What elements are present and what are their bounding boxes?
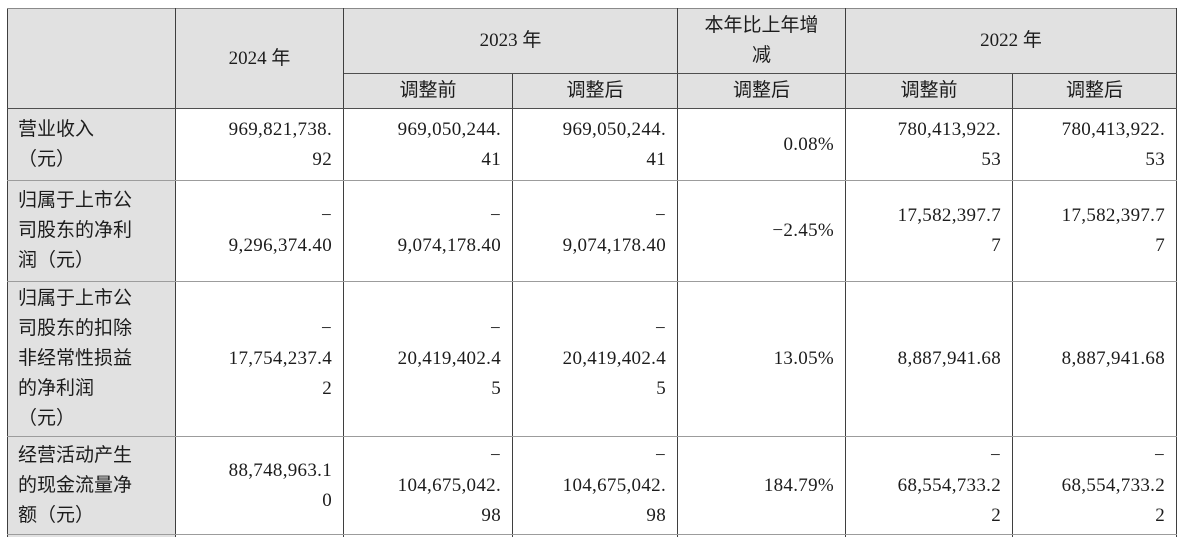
value-2022-pre: − 68,554,733.2 2 (845, 436, 1014, 535)
value-2022-pre: 8,887,941.68 (845, 281, 1014, 437)
value-2023-pre: − 104,675,042. 98 (343, 436, 513, 535)
value-2022-post: 780,413,922. 53 (1012, 108, 1178, 181)
value-2022-post (1012, 534, 1178, 537)
header-yoy-change: 本年比上年增 减 (677, 8, 847, 74)
value-2022-post: − 68,554,733.2 2 (1012, 436, 1178, 535)
header-2022: 2022 年 (845, 8, 1178, 74)
header-row-adjustment: 调整前 调整后 调整后 调整前 调整后 (8, 73, 1178, 109)
header-2022-post-adjust: 调整后 (1012, 73, 1178, 109)
value-yoy: 184.79% (677, 436, 847, 535)
metric-label: 归属于上市公 司股东的扣除 非经常性损益 的净利润 （元） (7, 281, 176, 437)
value-2024: 88,748,963.1 0 (175, 436, 344, 535)
header-row-years: 2024 年 2023 年 本年比上年增 减 2022 年 (7, 8, 1178, 109)
header-2023-pre-adjust: 调整前 (343, 73, 513, 109)
header-2023: 2023 年 (342, 8, 679, 74)
header-2022-pre-adjust: 调整前 (845, 73, 1014, 109)
value-2023-pre: − 9,074,178.40 (343, 180, 513, 282)
table-row-revenue: 营业收入 （元） 969,821,738. 92 969,050,244. 41… (7, 108, 1178, 181)
value-2022-post: 17,582,397.7 7 (1012, 180, 1178, 282)
value-2024: 969,821,738. 92 (175, 108, 344, 181)
value-yoy: 13.05% (677, 281, 847, 437)
value-yoy: −2.45% (677, 180, 847, 282)
value-2022-post: 8,887,941.68 (1012, 281, 1178, 437)
metric-label: 归属于上市公 司股东的净利 润（元） (7, 180, 176, 282)
header-2023-post-adjust: 调整后 (511, 73, 679, 109)
table-row-net-profit-excl-nonrecurring: 归属于上市公 司股东的扣除 非经常性损益 的净利润 （元） − 17,754,2… (7, 281, 1178, 437)
header-yoy-post-adjust: 调整后 (677, 73, 847, 109)
value-2023-post: − 104,675,042. 98 (511, 436, 679, 535)
header-empty-cell (7, 8, 176, 109)
value-2024: − 9,296,374.40 (175, 180, 344, 282)
metric-label: 经营活动产生 的现金流量净 额（元） (7, 436, 176, 535)
value-2022-pre: 17,582,397.7 7 (845, 180, 1014, 282)
value-2023-post: − 20,419,402.4 5 (511, 281, 679, 437)
table-row-clipped (7, 534, 1178, 537)
header-2024: 2024 年 (175, 8, 344, 109)
value-2023-pre: 969,050,244. 41 (343, 108, 513, 181)
metric-label: 营业收入 （元） (7, 108, 176, 181)
value-2023-post (511, 534, 679, 537)
value-2024: − 17,754,237.4 2 (175, 281, 344, 437)
value-2023-post: − 9,074,178.40 (511, 180, 679, 282)
table-row-net-profit: 归属于上市公 司股东的净利 润（元） − 9,296,374.40 − 9,07… (7, 180, 1178, 282)
value-2022-pre: 780,413,922. 53 (845, 108, 1014, 181)
value-2023-post: 969,050,244. 41 (511, 108, 679, 181)
financial-summary-table: 2024 年 2023 年 本年比上年增 减 2022 年 调整前 调整后 调整… (7, 8, 1178, 537)
table-row-operating-cash-flow: 经营活动产生 的现金流量净 额（元） 88,748,963.1 0 − 104,… (7, 436, 1178, 535)
value-2023-pre: − 20,419,402.4 5 (343, 281, 513, 437)
value-yoy: 0.08% (677, 108, 847, 181)
